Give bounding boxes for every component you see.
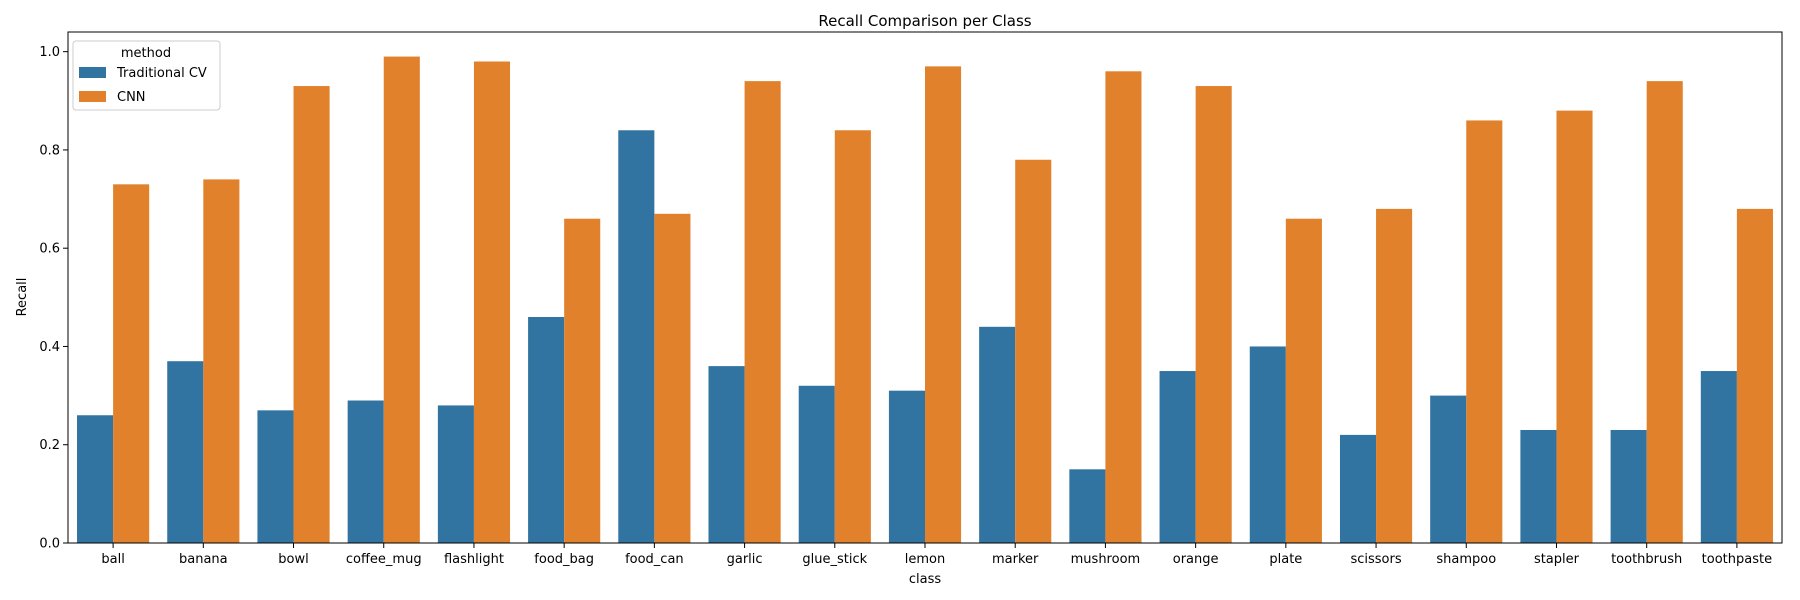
legend-swatch-cnn [79, 91, 106, 102]
y-tick-label: 0.2 [39, 438, 60, 453]
x-tick-label-bowl: bowl [278, 552, 308, 567]
bar-traditional-cv-bowl [257, 410, 294, 543]
x-tick-label-flashlight: flashlight [444, 552, 504, 567]
bar-cnn-shampoo [1466, 120, 1503, 543]
bar-cnn-flashlight [473, 61, 511, 543]
y-axis-label: Recall [15, 278, 30, 317]
x-axis-label: class [909, 572, 941, 587]
bar-cnn-food-bag [564, 218, 601, 543]
bar-cnn-scissors [1376, 208, 1413, 543]
bar-traditional-cv-flashlight [437, 405, 474, 543]
legend: method Traditional CV CNN [72, 40, 221, 111]
bar-cnn-toothbrush [1646, 81, 1683, 543]
bar-traditional-cv-marker [979, 326, 1016, 543]
bar-traditional-cv-mushroom [1069, 469, 1106, 543]
x-tick-label-orange: orange [1173, 552, 1219, 567]
x-tick-label-garlic: garlic [727, 552, 763, 567]
bar-cnn-glue-stick [834, 130, 871, 543]
bar-traditional-cv-banana [167, 361, 204, 543]
legend-frame [72, 40, 221, 111]
bar-traditional-cv-stapler [1520, 429, 1557, 543]
x-tick-label-scissors: scissors [1350, 552, 1401, 567]
bar-cnn-coffee-mug [383, 56, 420, 543]
bar-cnn-toothpaste [1736, 208, 1773, 543]
y-tick-label: 0.4 [39, 340, 60, 355]
bar-traditional-cv-scissors [1339, 434, 1377, 543]
bar-traditional-cv-toothbrush [1610, 429, 1647, 543]
chart-title: Recall Comparison per Class [818, 12, 1031, 30]
bar-cnn-bowl [293, 86, 330, 544]
bar-traditional-cv-ball [77, 415, 114, 543]
bar-traditional-cv-garlic [708, 366, 745, 543]
legend-label-cnn: CNN [117, 90, 146, 105]
x-tick-label-lemon: lemon [905, 552, 945, 567]
x-tick-label-mushroom: mushroom [1071, 552, 1141, 567]
bar-cnn-orange [1195, 86, 1232, 544]
bar-traditional-cv-toothpaste [1700, 371, 1737, 543]
bar-traditional-cv-lemon [888, 390, 925, 543]
y-tick-label: 0.8 [39, 143, 60, 158]
legend-label-traditional-cv: Traditional CV [116, 66, 207, 81]
bar-cnn-plate [1285, 218, 1322, 543]
bars-group [77, 56, 1773, 544]
x-tick-label-ball: ball [101, 552, 124, 567]
bar-traditional-cv-shampoo [1430, 395, 1467, 543]
bar-cnn-mushroom [1105, 71, 1142, 543]
bar-traditional-cv-coffee-mug [347, 400, 384, 543]
x-tick-label-shampoo: shampoo [1436, 552, 1496, 567]
x-tick-label-stapler: stapler [1534, 552, 1580, 567]
x-axis: ball banana bowl coffee_mug flashlight food_b… [101, 543, 1772, 567]
x-tick-label-food-can: food_can [625, 552, 684, 567]
y-tick-label: 1.0 [39, 45, 60, 60]
x-tick-label-coffee-mug: coffee_mug [346, 552, 422, 567]
y-tick-label: 0.6 [39, 242, 60, 257]
bar-cnn-lemon [925, 66, 962, 543]
x-tick-label-toothbrush: toothbrush [1611, 552, 1682, 567]
y-axis: 0.0 0.2 0.4 0.6 0.8 1.0 [39, 45, 68, 552]
plot-frame [67, 31, 1783, 544]
bar-traditional-cv-glue-stick [798, 385, 835, 543]
legend-title: method [121, 46, 171, 61]
y-tick-label: 0.0 [39, 537, 60, 552]
bar-traditional-cv-food-bag [528, 316, 565, 543]
x-tick-label-toothpaste: toothpaste [1702, 552, 1772, 567]
bar-cnn-food-can [654, 213, 691, 544]
x-tick-label-marker: marker [992, 552, 1039, 567]
x-tick-label-plate: plate [1269, 552, 1302, 567]
legend-swatch-traditional-cv [79, 67, 106, 78]
bar-cnn-ball [113, 184, 150, 543]
x-tick-label-glue-stick: glue_stick [802, 552, 867, 567]
bar-cnn-stapler [1556, 110, 1593, 544]
x-tick-label-banana: banana [179, 552, 228, 567]
x-tick-label-food-bag: food_bag [534, 552, 594, 567]
bar-cnn-banana [203, 179, 240, 543]
bar-traditional-cv-food-can [618, 130, 655, 543]
bar-cnn-garlic [744, 81, 781, 543]
bar-traditional-cv-plate [1249, 346, 1286, 543]
bar-cnn-marker [1015, 159, 1052, 543]
bar-traditional-cv-orange [1159, 371, 1196, 543]
